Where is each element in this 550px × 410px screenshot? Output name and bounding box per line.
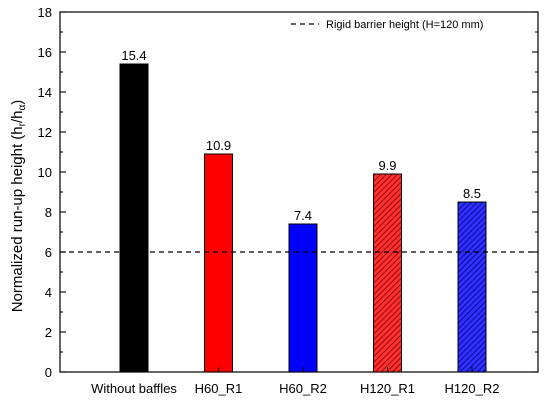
legend: Rigid barrier height (H=120 mm) [291, 19, 483, 31]
y-tick-label: 14 [38, 85, 52, 100]
y-tick-label: 0 [45, 365, 52, 380]
value-labels: 15.4 10.9 7.4 9.9 8.5 [121, 48, 481, 223]
y-tick-label: 8 [45, 205, 52, 220]
x-tick-label: H120_R2 [445, 381, 500, 396]
x-axis: Without baffles H60_R1 H60_R2 H120_R1 H120_R… [91, 367, 499, 396]
y-tick-label: 18 [38, 5, 52, 20]
bar-h60-r1 [204, 153, 233, 373]
y-axis: 0 2 4 6 8 10 12 14 16 18 [38, 5, 538, 380]
bar-without-baffles [119, 63, 149, 373]
value-label: 8.5 [463, 186, 481, 201]
x-tick-label: H60_R1 [195, 381, 243, 396]
y-tick-label: 4 [45, 285, 52, 300]
y-tick-label: 12 [38, 125, 52, 140]
x-tick-label: H60_R2 [279, 381, 327, 396]
bar-h60-r2 [288, 223, 318, 373]
bars [119, 63, 487, 373]
value-label: 10.9 [206, 138, 231, 153]
value-label: 7.4 [294, 208, 312, 223]
y-tick-label: 16 [38, 45, 52, 60]
bar-h120-r2 [457, 201, 487, 373]
x-tick-label: Without baffles [91, 381, 177, 396]
y-axis-label: Normalized run-up height (hr/hα) [9, 100, 28, 313]
value-label: 15.4 [121, 48, 146, 63]
value-label: 9.9 [378, 158, 396, 173]
legend-label: Rigid barrier height (H=120 mm) [326, 19, 483, 31]
y-tick-label: 6 [45, 245, 52, 260]
y-tick-label: 10 [38, 165, 52, 180]
bar-h120-r1 [373, 173, 402, 373]
y-tick-label: 2 [45, 325, 52, 340]
x-tick-label: H120_R1 [360, 381, 415, 396]
